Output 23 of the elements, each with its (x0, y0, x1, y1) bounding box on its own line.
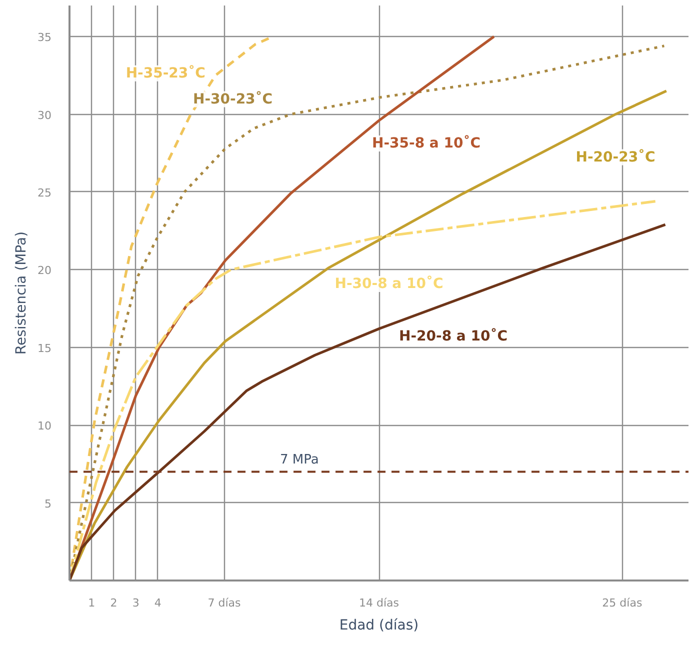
y-tick-label: 30 (38, 108, 52, 122)
x-tick-label: 14 días (359, 596, 400, 610)
x-tick-label: 4 (154, 596, 162, 610)
x-tick-label: 3 (132, 596, 140, 610)
y-tick-label: 20 (38, 264, 52, 278)
y-tick-label: 10 (38, 420, 52, 433)
y-tick-label: 5 (44, 497, 52, 510)
y-axis-title: Resistencia (MPa) (14, 231, 30, 355)
x-tick-label: 2 (110, 596, 118, 610)
series-label: H-30-23˚C (192, 90, 273, 108)
y-tick-label: 35 (38, 31, 52, 44)
ref-line-label: 7 MPa (280, 452, 319, 468)
series-label: H-35-8 a 10˚C (372, 134, 481, 152)
x-tick-label: 25 días (602, 596, 642, 610)
x-tick-label: 7 días (208, 596, 242, 610)
x-axis-title: Edad (días) (339, 618, 419, 634)
text: H-30-8 a 10˚C (334, 275, 444, 292)
series-label: H-35-23˚C (126, 64, 206, 82)
series-label: H-20-8 a 10˚C (399, 328, 508, 345)
x-tick-label: 1 (88, 596, 96, 610)
y-tick-label: 15 (38, 342, 52, 355)
series-label: H-20-23˚C (576, 148, 656, 166)
y-tick-label: 25 (38, 186, 52, 200)
